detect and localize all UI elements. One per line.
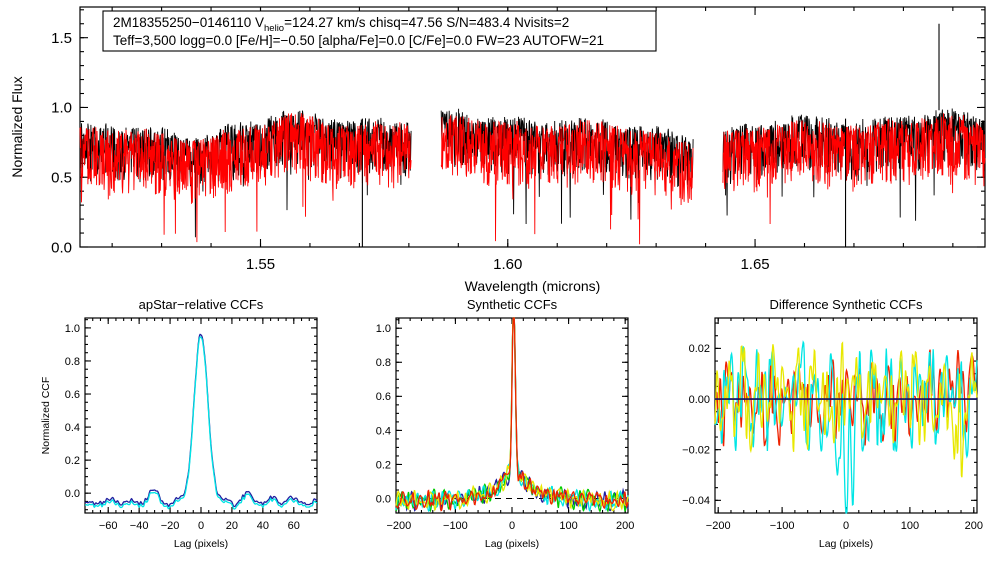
- x-tick-label: 1.55: [246, 256, 275, 273]
- x-tick-label: −200: [386, 520, 411, 532]
- x-tick-label: 0: [843, 520, 849, 532]
- difference-synthetic-ccfs-trace-diff-cyan: [714, 340, 978, 514]
- x-tick-label: 200: [965, 520, 983, 532]
- difference-synthetic-ccfs-title: Difference Synthetic CCFs: [770, 297, 923, 312]
- apstar-relative-ccfs-trace-visit-2: [84, 336, 318, 510]
- y-tick-label: 0.5: [51, 169, 72, 186]
- x-tick-label: 100: [559, 520, 577, 532]
- header-vhelio-subscript: helio: [264, 23, 284, 34]
- apstar-relative-ccfs-panel: −60 −40 −20 0 20 40 60 0.0 0.2 0.4 0.6 0.8 1.0 apStar…: [40, 297, 318, 550]
- y-tick-label: 0.0: [65, 488, 80, 500]
- synthetic-ccfs-trace-ccf-e: [395, 317, 629, 512]
- x-tick-label: −100: [443, 520, 468, 532]
- y-tick-label: 1.0: [65, 323, 80, 335]
- synthetic-ccfs-xlabel: Lag (pixels): [485, 538, 539, 550]
- apstar-relative-ccfs-xlabel: Lag (pixels): [174, 538, 228, 550]
- spectrum-panel: 1.55 1.60 1.65 0.0 0.5 1.0 1.5 Wavelength (micr…: [9, 6, 986, 294]
- y-tick-label: 1.0: [376, 323, 391, 335]
- apstar-relative-ccfs-ylabel: Normalized CCF: [40, 377, 52, 455]
- x-tick-label: −100: [770, 520, 795, 532]
- x-tick-label: 40: [257, 520, 269, 532]
- y-tick-label: 0.00: [689, 394, 710, 406]
- y-tick-label: 1.5: [51, 30, 72, 47]
- x-tick-label: −20: [161, 520, 180, 532]
- y-tick-label: 0.6: [65, 389, 80, 401]
- y-tick-label: 0.0: [376, 493, 391, 505]
- y-tick-label: 0.4: [376, 425, 391, 437]
- y-tick-label: 0.0: [51, 239, 72, 256]
- apstar-relative-ccfs-trace-visit-1: [84, 333, 318, 508]
- plot-frame: [84, 317, 318, 514]
- x-tick-label: 0: [198, 520, 204, 532]
- y-tick-label: 0.8: [65, 356, 80, 368]
- synthetic-ccfs-panel: −200 −100 0 100 200 0.0 0.2 0.4 0.6 0.8 1.0 Synthet…: [376, 297, 635, 550]
- y-tick-label: 0.6: [376, 391, 391, 403]
- spectrum-trace-synthetic-model: [79, 113, 986, 245]
- header-vhelio-value: =124.27 km/s chisq=47.56 S/N=483.4 Nvisi…: [284, 15, 569, 30]
- y-tick-label: −0.02: [682, 445, 710, 457]
- y-tick-label: 0.4: [65, 422, 80, 434]
- y-tick-label: 0.8: [376, 357, 391, 369]
- x-tick-label: 1.65: [740, 256, 769, 273]
- x-tick-label: 200: [616, 520, 634, 532]
- x-tick-label: −60: [99, 520, 118, 532]
- y-tick-label: 0.2: [65, 455, 80, 467]
- x-tick-label: −200: [706, 520, 731, 532]
- x-tick-label: 1.60: [493, 256, 522, 273]
- x-tick-label: 20: [226, 520, 238, 532]
- x-tick-label: 100: [901, 520, 919, 532]
- spectrum-ylabel: Normalized Flux: [9, 76, 25, 177]
- header-line-2: Teff=3,500 logg=0.0 [Fe/H]=−0.50 [alpha/…: [113, 33, 604, 48]
- y-tick-label: 0.02: [689, 343, 710, 355]
- apstar-relative-ccfs-title: apStar−relative CCFs: [139, 297, 264, 312]
- x-tick-label: 60: [288, 520, 300, 532]
- header-box: [102, 10, 657, 52]
- header-id: 2M18355250−0146110 V: [113, 15, 264, 30]
- difference-synthetic-ccfs-trace-diff-yellow: [714, 341, 978, 478]
- header-annotation-box: 2M18355250−0146110 Vhelio=124.27 km/s ch…: [102, 10, 657, 52]
- difference-synthetic-ccfs-xlabel: Lag (pixels): [819, 538, 873, 550]
- synthetic-ccfs-title: Synthetic CCFs: [467, 297, 558, 312]
- x-tick-label: 0: [509, 520, 515, 532]
- x-tick-label: −40: [130, 520, 149, 532]
- y-tick-label: −0.04: [682, 495, 710, 507]
- spectrum-xlabel: Wavelength (microns): [465, 278, 601, 294]
- header-line-1: 2M18355250−0146110 Vhelio=124.27 km/s ch…: [113, 15, 569, 34]
- y-tick-label: 0.2: [376, 459, 391, 471]
- difference-synthetic-ccfs-panel: −200 −100 0 100 200 −0.04 −0.02 0.00 0.02 Differe…: [682, 297, 983, 550]
- y-tick-label: 1.0: [51, 100, 72, 117]
